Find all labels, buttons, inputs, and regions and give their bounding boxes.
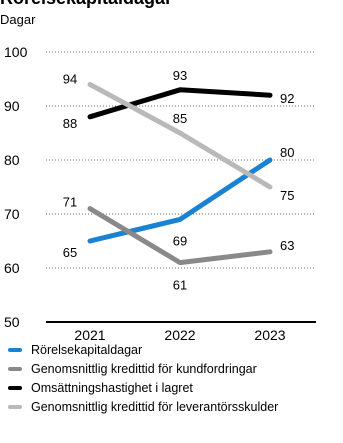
y-tick-label: 90 <box>4 98 20 114</box>
legend-label: Genomsnittlig kredittid för leverantörss… <box>31 399 279 414</box>
legend-item: Genomsnittlig kredittid för leverantörss… <box>8 397 278 416</box>
legend-item: Rörelsekapitaldagar <box>8 340 278 359</box>
y-tick-label: 50 <box>4 314 20 330</box>
data-label: 65 <box>63 245 77 260</box>
legend-swatch <box>8 404 22 409</box>
data-label: 93 <box>173 68 187 83</box>
y-tick-label: 80 <box>4 152 20 168</box>
series-line <box>87 87 273 120</box>
data-label: 75 <box>280 188 294 203</box>
chart-subtitle: Dagar <box>0 12 36 27</box>
data-label: 63 <box>280 238 294 253</box>
series-line <box>87 206 273 266</box>
y-tick-label: 100 <box>4 44 28 60</box>
data-label: 94 <box>63 71 77 86</box>
data-label: 92 <box>280 91 294 106</box>
line-chart: 50 60 70 80 90 100 2021 2022 2023 65 69 80 71 61 63 8… <box>4 44 316 340</box>
legend-swatch <box>8 385 22 390</box>
x-tick-label: 2021 <box>74 327 105 340</box>
y-tick-label: 60 <box>4 260 20 276</box>
data-label: 80 <box>280 145 294 160</box>
data-label: 88 <box>63 116 77 131</box>
legend-item: Genomsnittlig kredittid för kundfordring… <box>8 359 278 378</box>
data-label: 61 <box>173 278 187 293</box>
y-tick-label: 70 <box>4 206 20 222</box>
legend-label: Genomsnittlig kredittid för kundfordring… <box>31 361 257 376</box>
legend-swatch <box>8 366 22 371</box>
legend-item: Omsättningshastighet i lagret <box>8 378 278 397</box>
chart-legend: Rörelsekapitaldagar Genomsnittlig kreditt… <box>8 340 278 416</box>
data-label: 69 <box>173 233 187 248</box>
legend-swatch <box>8 347 22 352</box>
x-tick-label: 2022 <box>164 327 195 340</box>
series-line <box>87 157 273 244</box>
chart-title: Rörelsekapitaldagar <box>0 0 172 9</box>
data-label: 71 <box>63 195 77 210</box>
series-line <box>87 81 273 190</box>
legend-label: Rörelsekapitaldagar <box>31 342 143 357</box>
data-label: 85 <box>173 111 187 126</box>
x-tick-label: 2023 <box>254 327 285 340</box>
legend-label: Omsättningshastighet i lagret <box>31 380 193 395</box>
